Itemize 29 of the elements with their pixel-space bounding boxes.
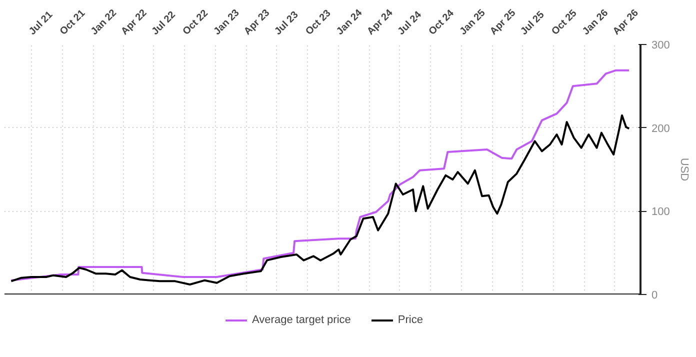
- x-tick-label: Apr 22: [119, 7, 150, 38]
- y-tick-label: 300: [652, 40, 670, 52]
- x-tick-label: Jul 25: [518, 9, 547, 38]
- line-series: [10, 69, 630, 282]
- x-tick-label: Apr 25: [488, 7, 518, 38]
- x-tick-label: Jan 23: [212, 7, 242, 38]
- legend-label: Price: [398, 314, 423, 326]
- x-tick-label: Oct 25: [550, 8, 580, 38]
- line-series: [10, 114, 630, 286]
- x-tick-label: Jan 25: [458, 7, 488, 38]
- x-tick-label: Jul 23: [272, 9, 301, 38]
- x-tick-label: Oct 23: [304, 8, 334, 38]
- x-tick-label: Jan 22: [89, 7, 120, 38]
- x-tick-label: Jan 26: [580, 7, 611, 38]
- x-tick-label: Jul 21: [27, 9, 56, 38]
- y-tick-label: 200: [652, 122, 670, 135]
- y-axis-title: USD: [678, 158, 690, 182]
- x-tick-label: Apr 23: [242, 7, 272, 38]
- y-tick-label: 0: [652, 290, 658, 302]
- x-tick-label: Oct 22: [180, 8, 211, 38]
- x-tick-label: Jul 22: [150, 9, 178, 38]
- x-tick-label: Apr 26: [611, 7, 642, 38]
- x-tick-label: Oct 21: [58, 8, 88, 38]
- legend-label: Average target price: [252, 314, 351, 326]
- x-tick-label: Jan 24: [334, 7, 365, 38]
- x-tick-label: Oct 24: [426, 8, 457, 38]
- y-tick-label: 100: [652, 206, 670, 218]
- x-tick-label: Jul 24: [396, 9, 424, 38]
- x-tick-label: Apr 24: [365, 7, 396, 38]
